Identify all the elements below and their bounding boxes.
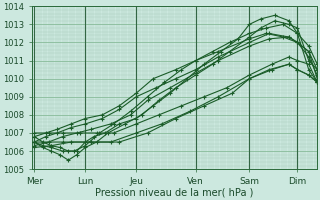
- X-axis label: Pression niveau de la mer( hPa ): Pression niveau de la mer( hPa ): [95, 187, 253, 197]
